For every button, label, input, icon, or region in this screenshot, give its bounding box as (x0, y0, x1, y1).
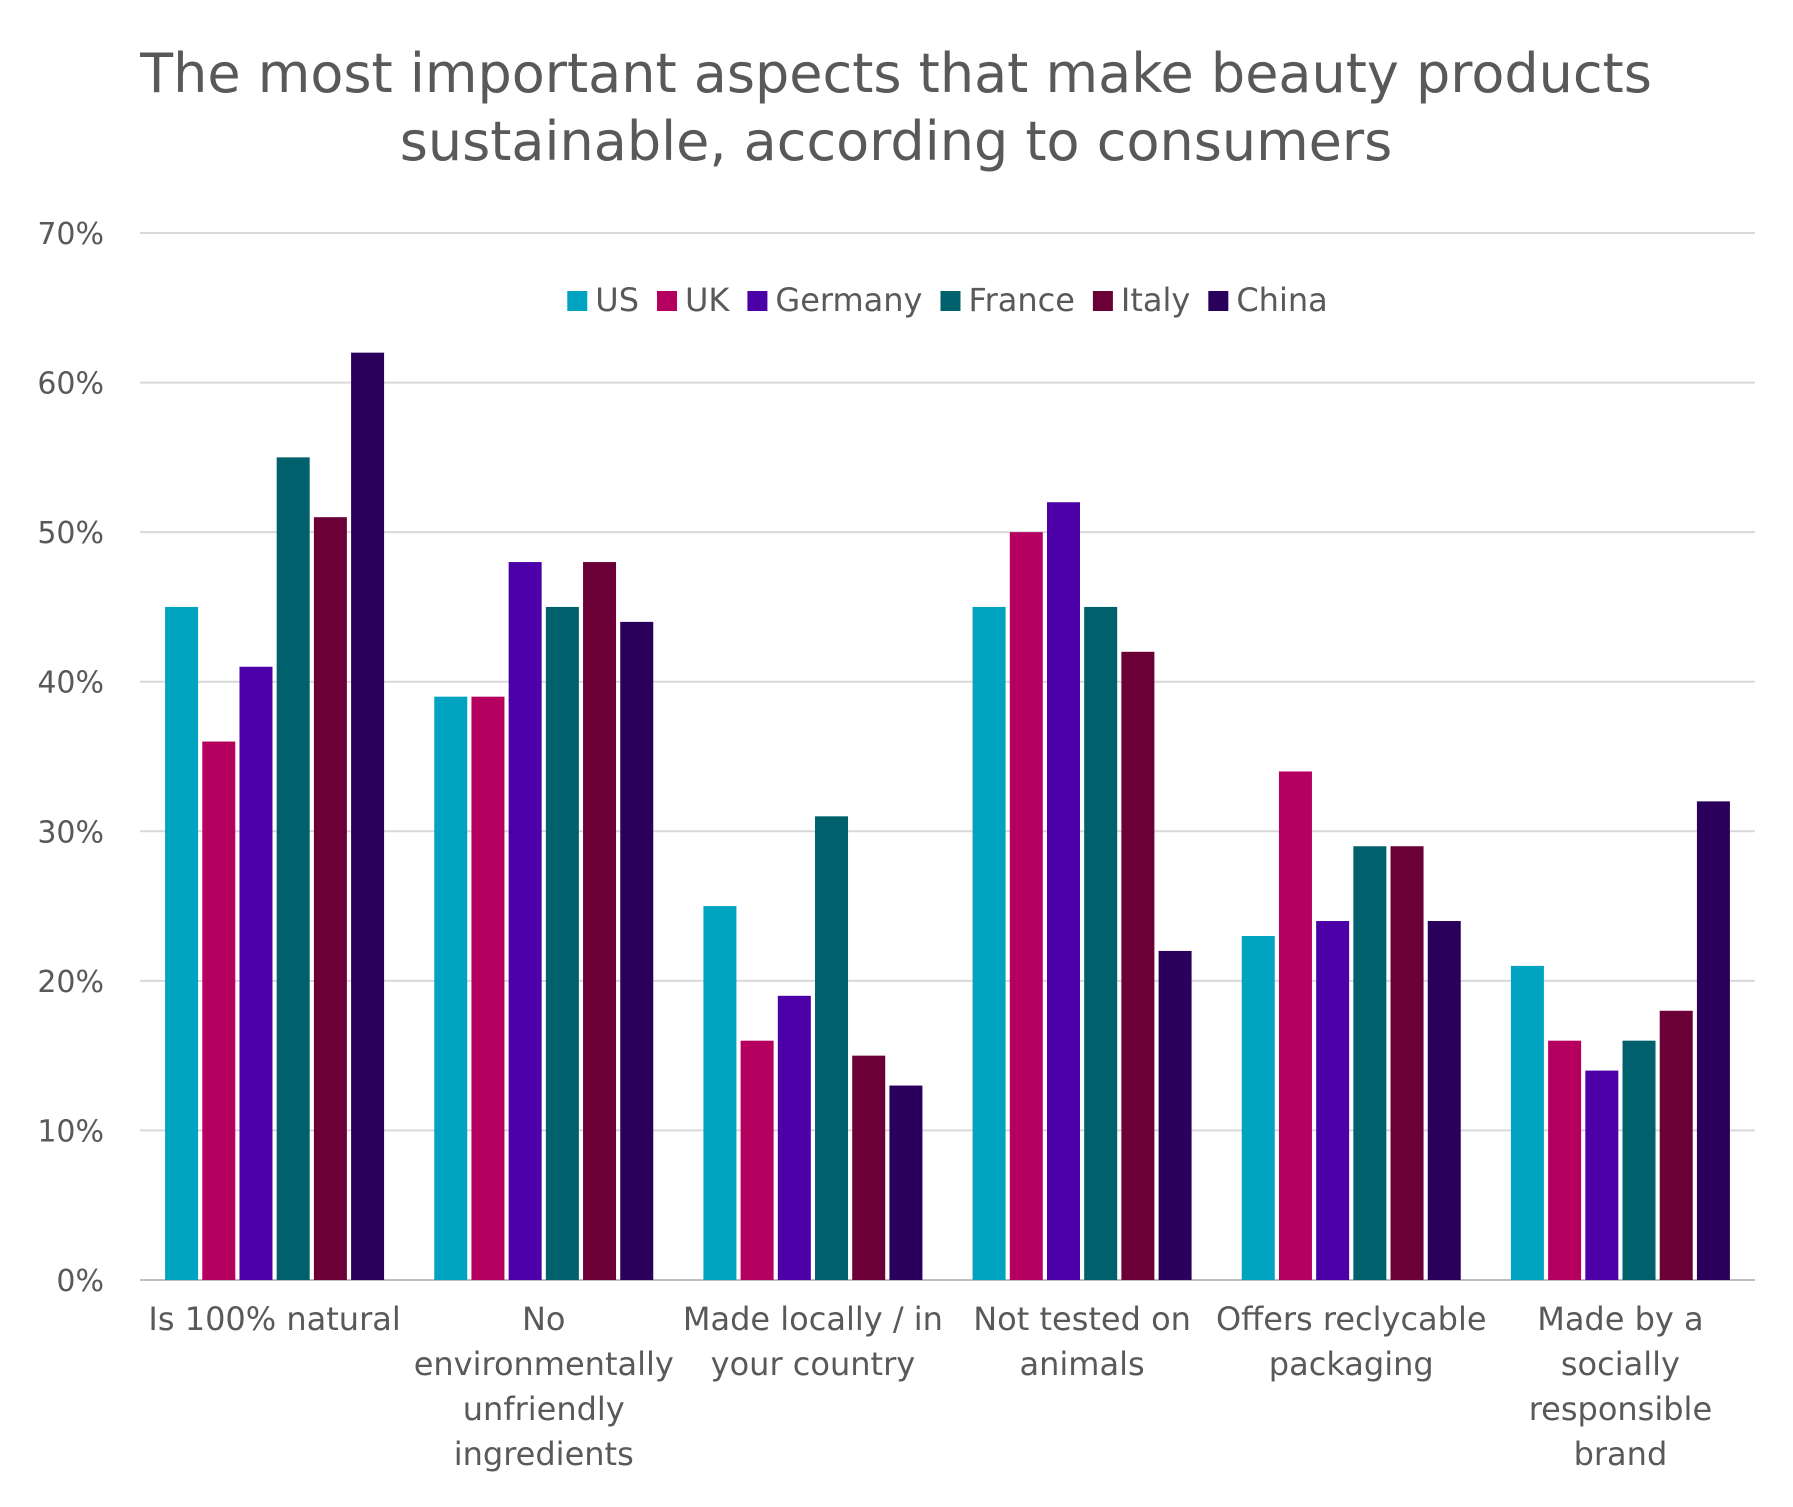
y-tick-label: 40% (37, 666, 104, 701)
bar (1696, 801, 1730, 1280)
legend-item: US (567, 281, 639, 319)
legend-label: US (595, 281, 639, 319)
bar (583, 562, 617, 1280)
legend-item: Germany (747, 281, 922, 319)
bar (1121, 651, 1155, 1280)
bar (1241, 935, 1275, 1280)
y-tick-label: 20% (37, 965, 104, 1000)
x-category-label: No environmentally unfriendly ingredients (414, 1300, 674, 1473)
legend-item: France (940, 281, 1075, 319)
chart-title: The most important aspects that make bea… (139, 42, 1652, 173)
bar (1510, 965, 1544, 1280)
bar (1427, 921, 1461, 1280)
bar (1316, 921, 1350, 1280)
legend-label: UK (685, 281, 730, 319)
legend: US UK Germany France Italy China (567, 281, 1328, 319)
bar (972, 606, 1006, 1280)
bar (1390, 846, 1424, 1280)
bar (1084, 606, 1118, 1280)
x-axis-categories: Is 100% natural No environmentally unfriend… (148, 1300, 1712, 1473)
y-tick-label: 0% (56, 1264, 104, 1299)
legend-swatch (1208, 291, 1229, 311)
bar (1278, 771, 1312, 1280)
bar (1353, 846, 1387, 1280)
bar (889, 1085, 923, 1280)
legend-label: China (1236, 281, 1327, 319)
bar (620, 621, 654, 1280)
legend-item: UK (657, 281, 730, 319)
legend-label: Germany (775, 281, 922, 319)
bar (1622, 1040, 1656, 1280)
legend-label: France (968, 281, 1074, 319)
bar (202, 741, 236, 1280)
bar (313, 517, 347, 1280)
x-category-label: Made by a socially responsible brand (1529, 1300, 1712, 1473)
x-category-label: Made locally / in your country (683, 1300, 943, 1383)
legend-swatch (1092, 291, 1113, 311)
legend-swatch (567, 291, 588, 311)
bar (434, 696, 468, 1280)
x-category-label: Is 100% natural (148, 1300, 400, 1338)
legend-swatch (747, 291, 768, 311)
y-tick-label: 60% (37, 367, 104, 402)
bar (1548, 1040, 1582, 1280)
legend-swatch (940, 291, 961, 311)
bar (852, 1055, 886, 1280)
bar (165, 606, 199, 1280)
legend-label: Italy (1121, 281, 1190, 319)
x-category-label: Not tested on animals (973, 1300, 1191, 1383)
bar (239, 666, 273, 1280)
bar (740, 1040, 774, 1280)
y-axis-ticks: 0% 10% 20% 30% 40% 50% 60% 70% (37, 217, 104, 1299)
bar (276, 457, 310, 1280)
bar (1585, 1070, 1619, 1280)
gridlines (140, 232, 1755, 1281)
legend-swatch (657, 291, 678, 311)
legend-item: China (1208, 281, 1328, 319)
y-tick-label: 50% (37, 516, 104, 551)
chart-title-line-2: sustainable, according to consumers (400, 110, 1392, 173)
bar (351, 352, 385, 1281)
bar (1659, 1010, 1693, 1280)
y-tick-label: 70% (37, 217, 104, 252)
bar (1046, 502, 1080, 1280)
legend-item: Italy (1092, 281, 1190, 319)
x-category-label: Offers reclycable packaging (1216, 1300, 1487, 1383)
bars (165, 352, 1730, 1281)
y-tick-label: 30% (37, 815, 104, 850)
bar (815, 816, 849, 1280)
bar (471, 696, 505, 1280)
bar (508, 562, 542, 1280)
chart-title-line-1: The most important aspects that make bea… (139, 42, 1652, 105)
bar (777, 995, 811, 1280)
bar (1158, 950, 1192, 1280)
bar (1009, 532, 1043, 1280)
y-tick-label: 10% (37, 1114, 104, 1149)
bar (703, 906, 737, 1280)
bar (545, 606, 579, 1280)
